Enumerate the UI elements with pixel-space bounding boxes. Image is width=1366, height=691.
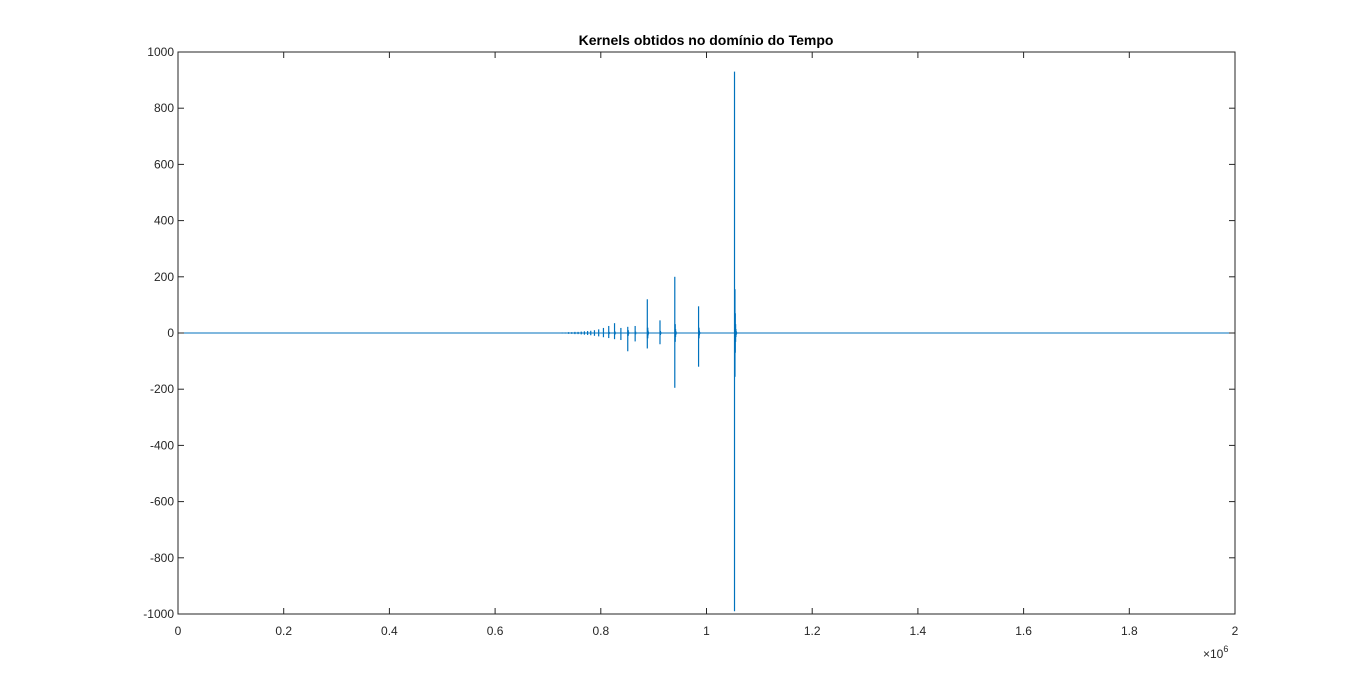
y-tick-label: -400 [150, 438, 174, 452]
x-tick-label: 0.8 [592, 624, 609, 638]
plot-area [178, 71, 1235, 612]
y-tick-label: 200 [154, 270, 174, 284]
series-line [178, 71, 1235, 612]
y-axis: -1000 -800 -600 -400 -200 0 200 400 600 800 1000 [143, 45, 1235, 621]
y-tick-label: -600 [150, 495, 174, 509]
x-multiplier-base: ×10 [1203, 647, 1224, 661]
x-tick-label: 1 [703, 624, 710, 638]
x-tick-label: 2 [1232, 624, 1239, 638]
y-tick-label: 1000 [147, 45, 174, 59]
x-tick-label: 0.6 [487, 624, 504, 638]
x-tick-label: 0.2 [275, 624, 292, 638]
y-tick-label: -200 [150, 382, 174, 396]
y-tick-label: -800 [150, 551, 174, 565]
y-tick-label: 800 [154, 101, 174, 115]
x-tick-label: 0 [175, 624, 182, 638]
y-tick-label: -1000 [143, 607, 174, 621]
x-multiplier-exponent: 6 [1223, 644, 1228, 654]
y-tick-label: 400 [154, 214, 174, 228]
x-multiplier: ×106 [1203, 644, 1228, 661]
x-tick-label: 1.2 [804, 624, 821, 638]
x-tick-label: 1.6 [1015, 624, 1032, 638]
y-tick-label: 600 [154, 157, 174, 171]
x-tick-label: 1.4 [910, 624, 927, 638]
x-axis: 0 0.2 0.4 0.6 0.8 1 1.2 1.4 1.6 1.8 2 [175, 52, 1239, 638]
y-tick-label: 0 [167, 326, 174, 340]
chart-title: Kernels obtidos no domínio do Tempo [579, 32, 834, 48]
x-tick-label: 0.4 [381, 624, 398, 638]
x-tick-label: 1.8 [1121, 624, 1138, 638]
